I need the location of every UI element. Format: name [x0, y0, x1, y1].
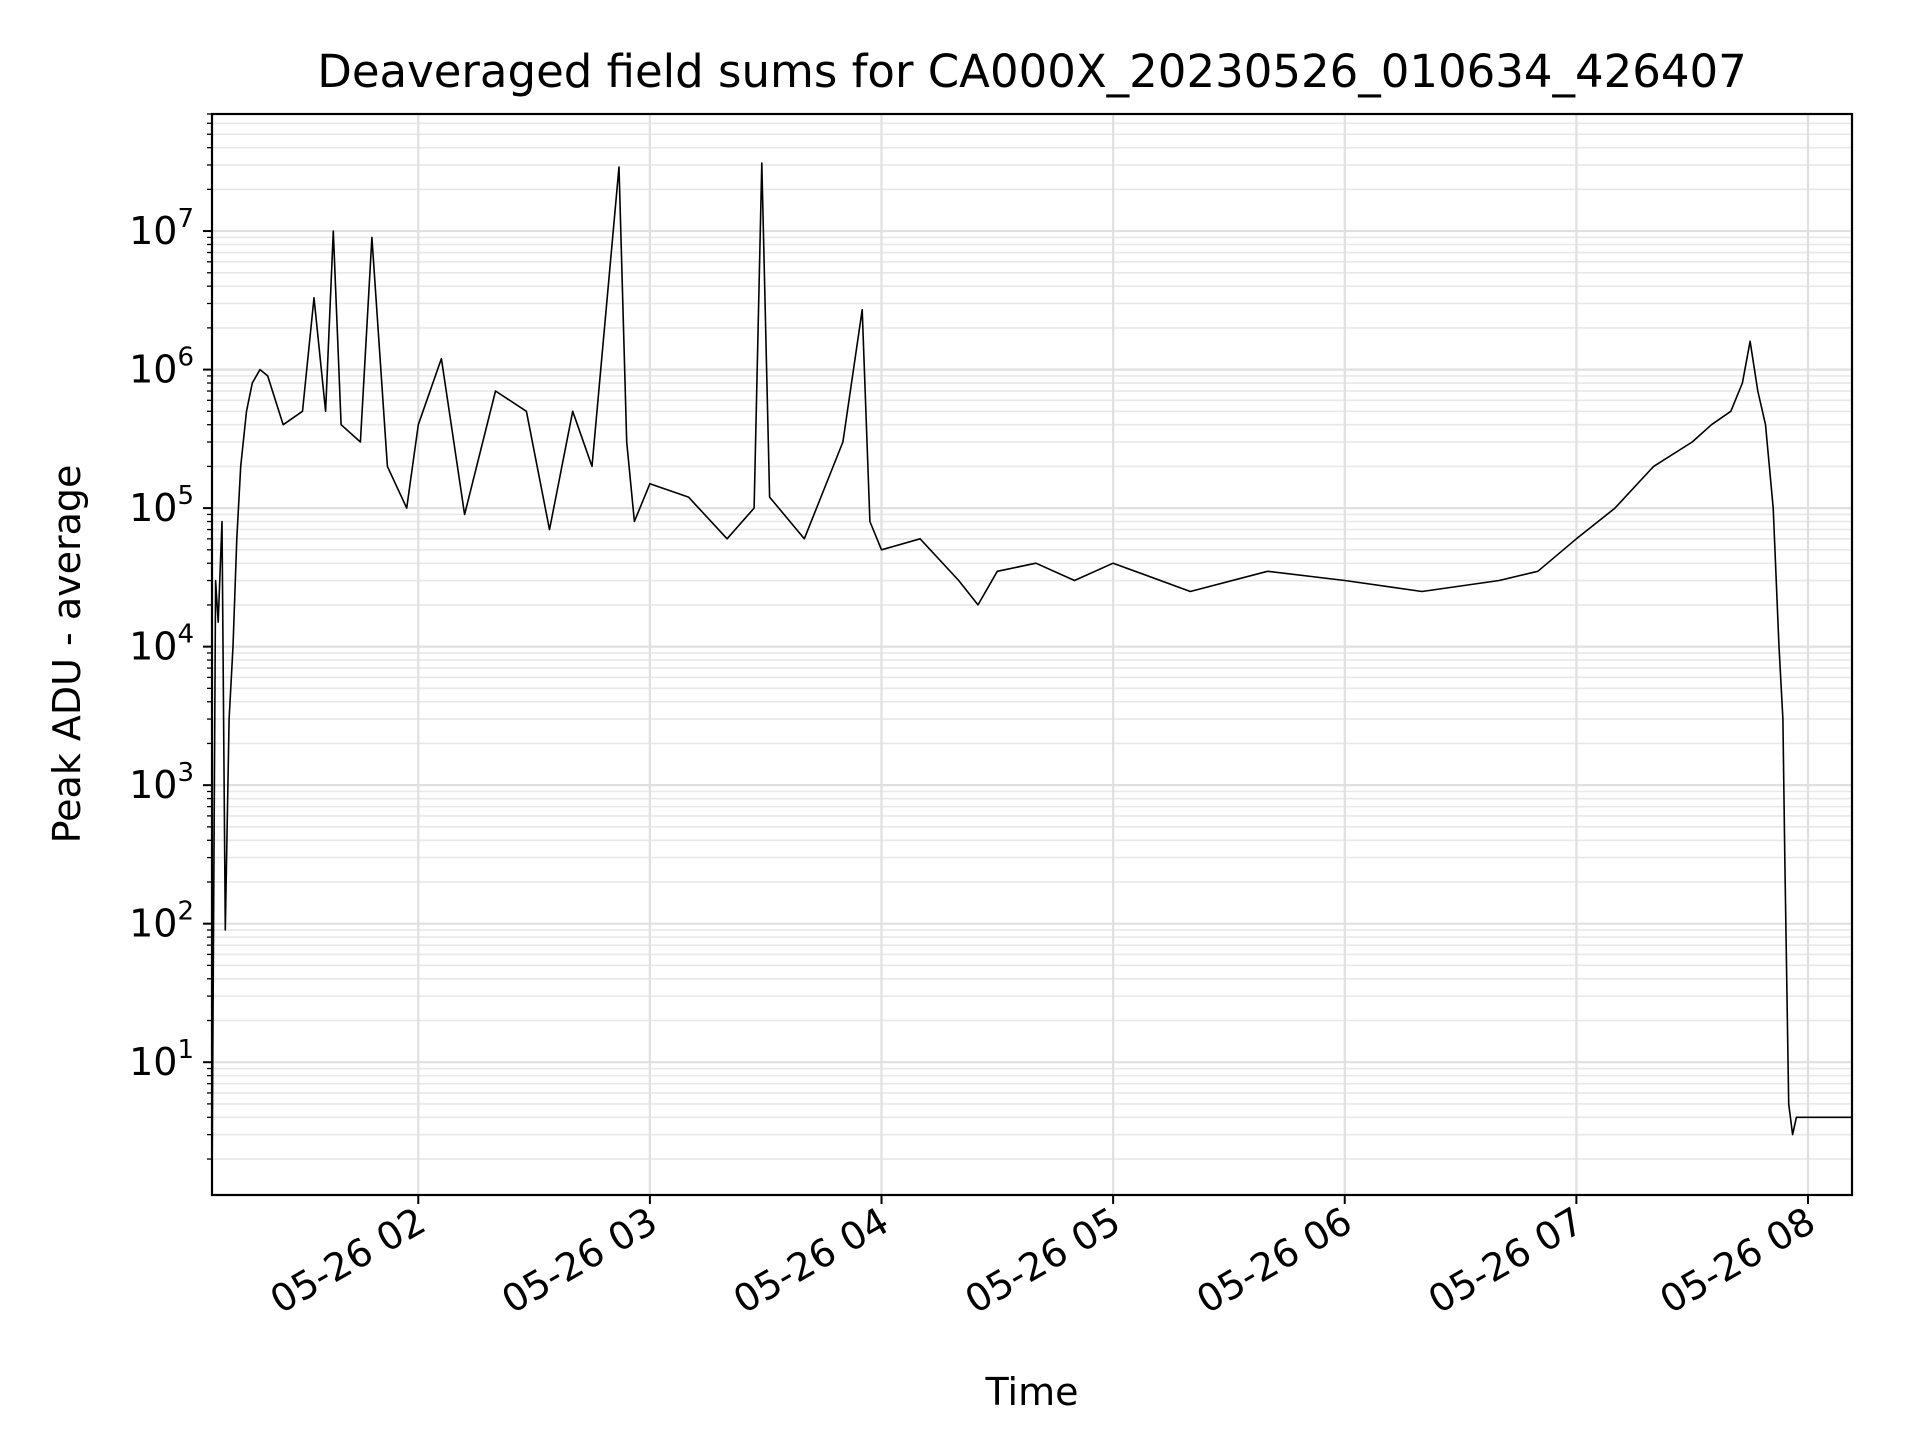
y-axis-label: Peak ADU - average — [45, 465, 89, 844]
series-line — [211, 162, 1852, 1190]
x-tick-label: 05-26 02 — [263, 1199, 433, 1323]
y-tick-label: 104 — [129, 620, 194, 669]
y-tick-label: 107 — [129, 204, 194, 253]
x-tick-label: 05-26 08 — [1653, 1199, 1823, 1323]
x-tick-label: 05-26 04 — [726, 1199, 896, 1323]
x-tick-label: 05-26 05 — [958, 1199, 1128, 1323]
x-axis-label: Time — [985, 1370, 1079, 1414]
chart-title: Deaveraged field sums for CA000X_2023052… — [317, 45, 1747, 98]
series-layer — [211, 162, 1852, 1190]
x-tick-label: 05-26 03 — [494, 1199, 664, 1323]
x-tick-label: 05-26 06 — [1189, 1199, 1359, 1323]
y-tick-label: 103 — [129, 758, 194, 807]
y-tick-label: 102 — [129, 897, 194, 946]
x-tick-label: 05-26 07 — [1421, 1199, 1591, 1323]
y-tick-label: 106 — [129, 343, 194, 392]
ticks — [203, 113, 1809, 1204]
y-tick-label: 101 — [129, 1035, 194, 1084]
plot-frame — [210, 112, 1854, 1197]
tick-labels: 101 102 103 104 105 106 107 05-26 02 05-26 03 05-… — [129, 204, 1822, 1322]
grid — [212, 113, 1852, 1195]
y-tick-label: 105 — [129, 481, 194, 530]
